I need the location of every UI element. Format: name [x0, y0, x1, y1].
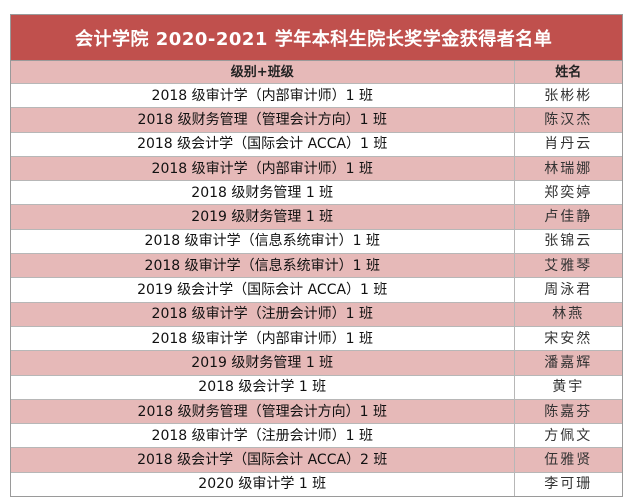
name-cell: 林燕 [513, 301, 622, 327]
class-cell: 2019 级财务管理 1 班 [11, 350, 515, 376]
list-title: 会计学院 2020-2021 学年本科生院长奖学金获得者名单 [11, 15, 622, 61]
class-cell: 2018 级会计学 1 班 [11, 374, 515, 400]
name-cell: 方佩文 [513, 423, 622, 449]
name-cell: 黄宇 [513, 374, 622, 400]
name-cell: 肖丹云 [513, 131, 622, 157]
table-row: 2018 级审计学（注册会计师）1 班林燕 [11, 301, 622, 327]
class-cell: 2018 级会计学（国际会计 ACCA）1 班 [11, 131, 515, 157]
table-row: 2019 级财务管理 1 班潘嘉辉 [11, 350, 622, 376]
class-cell: 2018 级审计学（内部审计师）1 班 [11, 82, 515, 109]
class-cell: 2018 级审计学（内部审计师）1 班 [11, 325, 515, 352]
name-cell: 张彬彬 [513, 82, 622, 109]
table-body: 2018 级审计学（内部审计师）1 班张彬彬 2018 级财务管理（管理会计方向）… [11, 82, 622, 497]
name-cell: 周泳君 [513, 277, 622, 303]
table-row: 2018 级审计学（注册会计师）1 班方佩文 [11, 423, 622, 449]
class-cell: 2018 级财务管理（管理会计方向）1 班 [11, 107, 515, 133]
name-cell: 艾雅琴 [513, 253, 622, 279]
table-row: 2018 级财务管理 1 班郑奕婷 [11, 180, 622, 206]
table-row: 2018 级审计学（内部审计师）1 班林瑞娜 [11, 155, 622, 182]
name-cell: 郑奕婷 [513, 180, 622, 206]
class-cell: 2019 级会计学（国际会计 ACCA）1 班 [11, 277, 515, 303]
name-cell: 宋安然 [513, 325, 622, 352]
name-cell: 李可珊 [513, 471, 622, 497]
header-row: 级别+班级 姓名 [11, 61, 622, 84]
name-cell: 林瑞娜 [513, 155, 622, 182]
table-row: 2020 级审计学 1 班李可珊 [11, 471, 622, 497]
table-row: 2019 级财务管理 1 班卢佳静 [11, 204, 622, 230]
table-row: 2018 级会计学 1 班黄宇 [11, 374, 622, 400]
class-cell: 2018 级财务管理 1 班 [11, 180, 515, 206]
class-column-header: 级别+班级 [11, 61, 515, 84]
award-list-sheet: 会计学院 2020-2021 学年本科生院长奖学金获得者名单 级别+班级 姓名 … [10, 14, 623, 497]
class-cell: 2018 级审计学（信息系统审计）1 班 [11, 228, 515, 255]
table-row: 2018 级会计学（国际会计 ACCA）2 班伍雅贤 [11, 447, 622, 473]
table-row: 2018 级审计学（信息系统审计）1 班张锦云 [11, 228, 622, 255]
table-row: 2018 级审计学（信息系统审计）1 班艾雅琴 [11, 253, 622, 279]
name-cell: 陈汉杰 [513, 107, 622, 133]
class-cell: 2019 级财务管理 1 班 [11, 204, 515, 230]
class-cell: 2018 级会计学（国际会计 ACCA）2 班 [11, 447, 515, 473]
table-row: 2018 级财务管理（管理会计方向）1 班陈嘉芬 [11, 398, 622, 425]
name-cell: 伍雅贤 [513, 447, 622, 473]
class-cell: 2020 级审计学 1 班 [11, 471, 515, 497]
table-row: 2018 级财务管理（管理会计方向）1 班陈汉杰 [11, 107, 622, 133]
name-cell: 陈嘉芬 [513, 398, 622, 425]
class-cell: 2018 级审计学（注册会计师）1 班 [11, 301, 515, 327]
table-row: 2018 级会计学（国际会计 ACCA）1 班肖丹云 [11, 131, 622, 157]
table-row: 2018 级审计学（内部审计师）1 班宋安然 [11, 325, 622, 352]
name-cell: 卢佳静 [513, 204, 622, 230]
name-cell: 潘嘉辉 [513, 350, 622, 376]
class-cell: 2018 级审计学（注册会计师）1 班 [11, 423, 515, 449]
name-cell: 张锦云 [513, 228, 622, 255]
class-cell: 2018 级财务管理（管理会计方向）1 班 [11, 398, 515, 425]
table-row: 2018 级审计学（内部审计师）1 班张彬彬 [11, 82, 622, 109]
table-row: 2019 级会计学（国际会计 ACCA）1 班周泳君 [11, 277, 622, 303]
class-cell: 2018 级审计学（内部审计师）1 班 [11, 155, 515, 182]
name-column-header: 姓名 [513, 61, 622, 84]
class-cell: 2018 级审计学（信息系统审计）1 班 [11, 253, 515, 279]
award-table: 级别+班级 姓名 2018 级审计学（内部审计师）1 班张彬彬 2018 级财务管… [11, 61, 622, 497]
